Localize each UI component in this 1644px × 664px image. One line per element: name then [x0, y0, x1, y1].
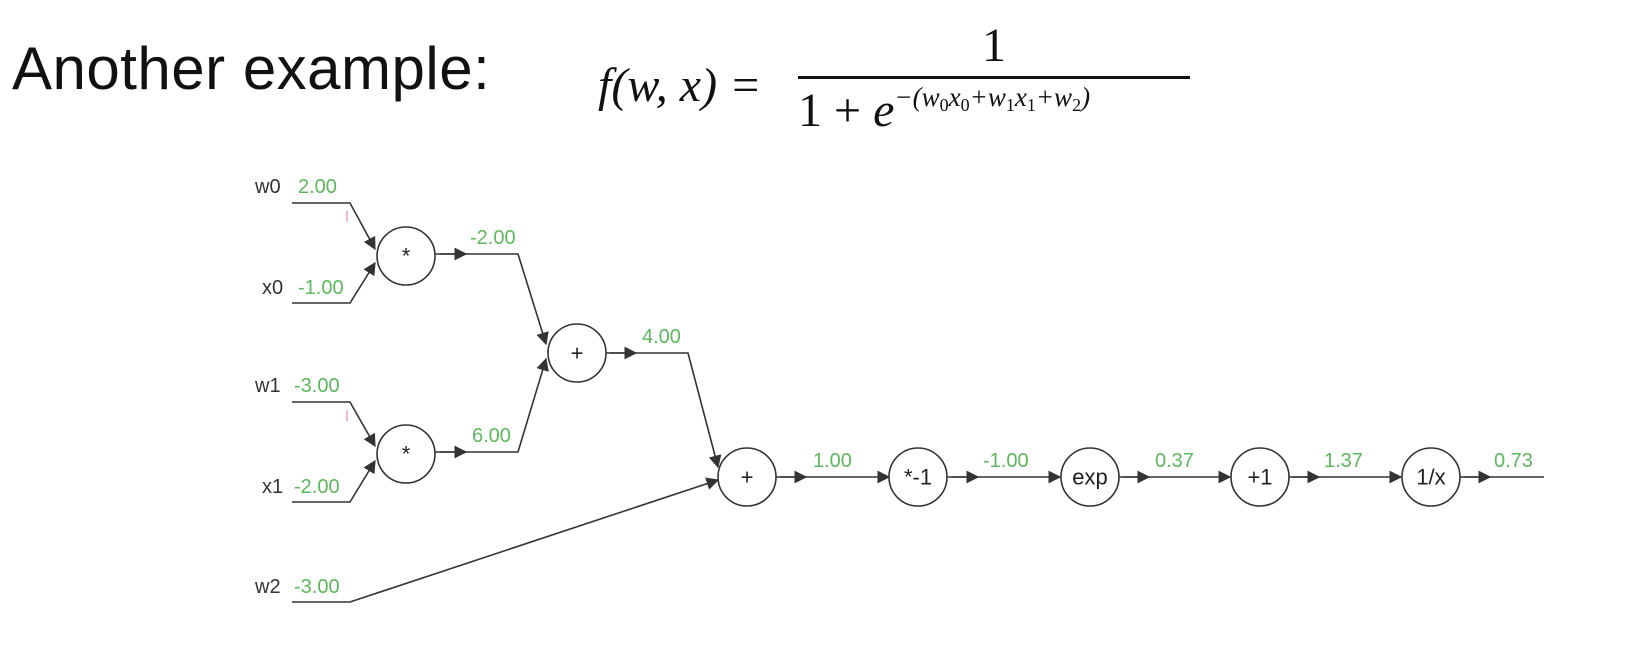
node-output-recip: 0.73	[1494, 450, 1533, 472]
node-add1: +	[718, 448, 776, 506]
node-output-mul0: -2.00	[470, 227, 516, 249]
node-output-exp: 0.37	[1155, 450, 1194, 472]
node-add0: +	[548, 324, 606, 382]
wire-mul0-add0	[435, 254, 546, 344]
input-label-w1: w1	[254, 375, 281, 397]
input-value-w0: 2.00	[298, 176, 337, 198]
input-value-x1: -2.00	[294, 476, 340, 498]
node-neg: *-1	[889, 448, 947, 506]
node-output-neg: -1.00	[983, 450, 1029, 472]
wire-w0	[292, 203, 375, 249]
input-label-w2: w2	[254, 576, 281, 598]
input-label-w0: w0	[254, 176, 281, 198]
input-value-w2: -3.00	[294, 576, 340, 598]
node-output-mul1: 6.00	[472, 425, 511, 447]
wire-w2	[292, 480, 718, 602]
wire-add0-add1	[606, 353, 718, 467]
node-op-mul1: *	[402, 442, 411, 467]
node-output-add0: 4.00	[642, 326, 681, 348]
wire-w1	[292, 402, 375, 446]
input-value-w1: -3.00	[294, 375, 340, 397]
node-output-add1: 1.00	[813, 450, 852, 472]
node-mul1: *	[377, 425, 435, 483]
node-op-exp: exp	[1072, 465, 1107, 490]
node-op-neg: *-1	[904, 465, 932, 490]
input-label-x0: x0	[262, 277, 283, 299]
input-value-x0: -1.00	[298, 277, 344, 299]
node-op-add0: +	[571, 341, 584, 366]
node-exp: exp	[1061, 448, 1119, 506]
node-op-plus1: +1	[1247, 465, 1272, 490]
node-recip: 1/x	[1402, 448, 1460, 506]
node-op-mul0: *	[402, 244, 411, 269]
node-plus1: +1	[1231, 448, 1289, 506]
node-op-add1: +	[741, 465, 754, 490]
node-op-recip: 1/x	[1416, 465, 1445, 490]
input-label-x1: x1	[262, 476, 283, 498]
node-mul0: *	[377, 227, 435, 285]
node-output-plus1: 1.37	[1324, 450, 1363, 472]
